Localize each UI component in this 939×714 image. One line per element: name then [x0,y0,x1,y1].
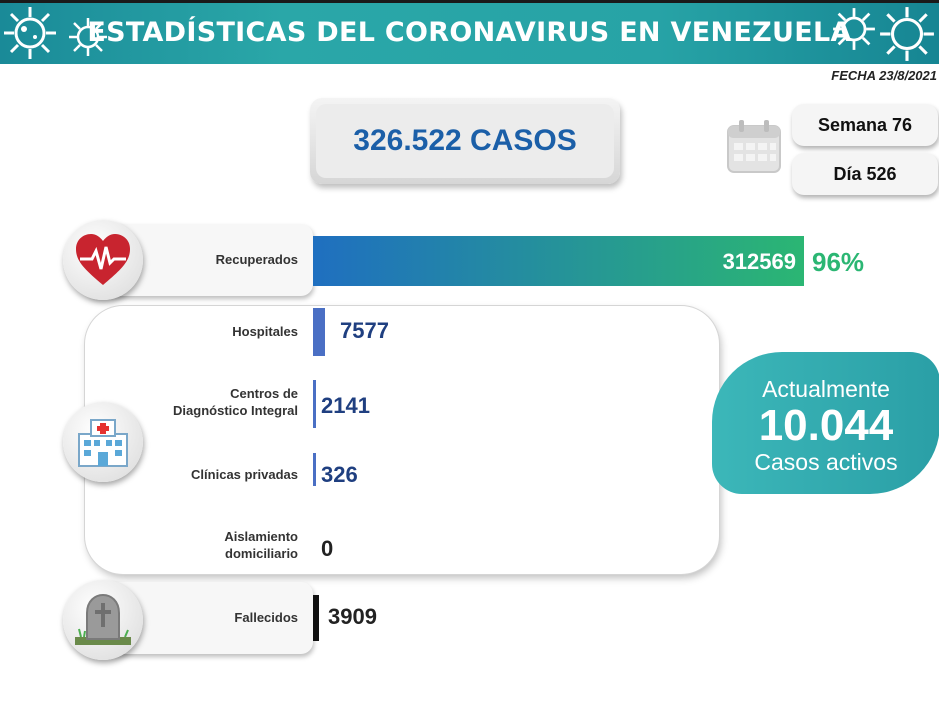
header-banner: ESTADÍSTICAS DEL CORONAVIRUS EN VENEZUEL… [0,0,939,64]
bar-3 [313,380,317,428]
bar-1 [313,236,804,286]
day-badge: Día 526 [792,153,938,195]
category-label: Recuperados [215,252,298,267]
value-label: 7577 [340,318,389,343]
category-label-line: Centros de [230,386,298,401]
date-label: FECHA 23/8/2021 [831,68,937,83]
hospital-icon [78,419,128,467]
active-cases-number: 10.044 [758,401,894,450]
deaths-icon-circle [63,580,143,660]
hospital-icon-circle [63,402,143,482]
page-title: ESTADÍSTICAS DEL CORONAVIRUS EN VENEZUEL… [87,17,852,48]
virus-icon [880,7,934,61]
value-label: 2141 [321,393,370,418]
category-label-line: Aislamiento [224,529,298,544]
active-cases-subcaption: Casos activos [754,449,898,475]
active-cases-caption: Actualmente [762,376,890,402]
value-label: 326 [321,462,358,487]
bar-6 [313,595,320,641]
total-cases-box: 326.522 CASOS [310,98,620,184]
total-cases-value: 326.522 CASOS [316,104,614,178]
value-label: 312569 [722,249,796,274]
gravestone-icon [75,593,131,645]
category-label: Hospitales [232,324,298,339]
recovered-icon-circle [63,220,143,300]
category-label: Centros de Diagnóstico Integral [140,385,298,419]
hospitalized-group-card [85,306,719,574]
recovered-percent: 96% [812,247,865,277]
week-badge: Semana 76 [792,104,938,146]
active-cases-badge: Actualmente 10.044 Casos activos [712,352,939,494]
category-label-line: domiciliario [225,546,298,561]
calendar-icon [727,120,781,173]
category-label: Aislamiento domiciliario [160,528,298,562]
heart-icon [76,234,130,285]
bar-2 [313,308,325,356]
virus-icon [69,18,107,56]
bar-4 [313,453,316,486]
virus-icon [4,7,56,59]
category-label: Clínicas privadas [191,467,298,482]
value-label: 0 [321,536,334,561]
category-label: Fallecidos [234,610,298,625]
category-label-line: Diagnóstico Integral [173,403,298,418]
value-label: 3909 [328,604,377,629]
virus-icon [833,8,875,50]
